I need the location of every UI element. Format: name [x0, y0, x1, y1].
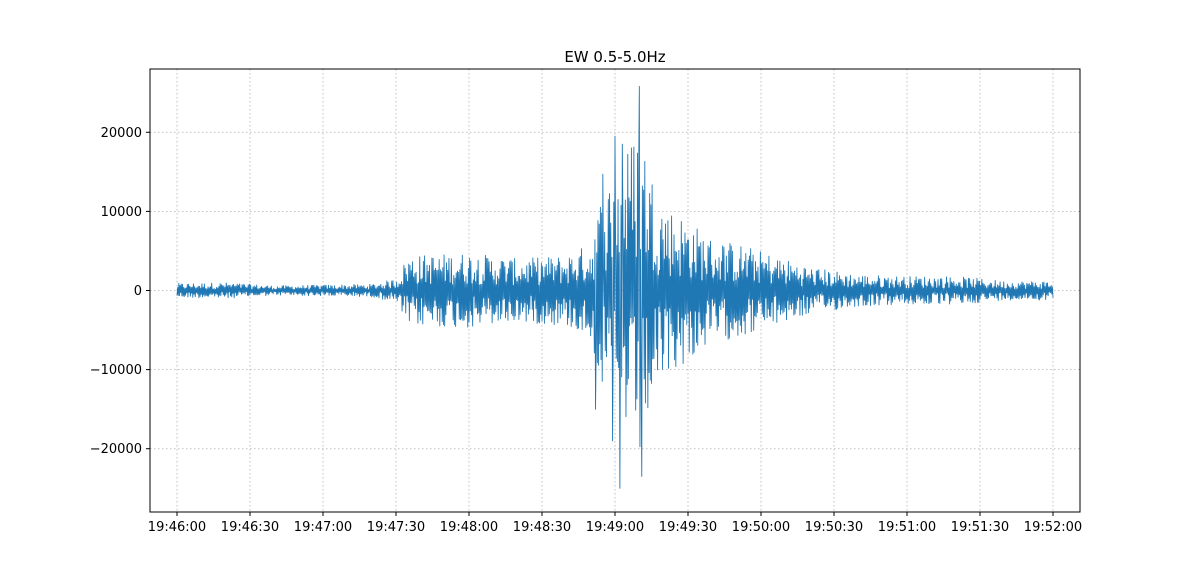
- y-tick-label: 0: [134, 284, 142, 299]
- x-tick-label: 19:46:00: [148, 520, 206, 535]
- trace-layer: [176, 85, 1054, 489]
- y-tick-label: −20000: [90, 442, 142, 457]
- x-tick-label: 19:52:00: [1024, 520, 1082, 535]
- x-tick-label: 19:47:30: [367, 520, 425, 535]
- y-tick-label: 10000: [101, 205, 142, 220]
- y-tick-label: −10000: [90, 363, 142, 378]
- y-tick-label: 20000: [101, 126, 142, 141]
- x-axis: 19:46:00 19:46:30 19:47:00 19:47:30 19:48:00…: [148, 512, 1082, 535]
- x-tick-label: 19:47:00: [294, 520, 352, 535]
- series-line: [176, 85, 1054, 489]
- y-axis: 20000 10000 0 −10000 −20000: [90, 126, 150, 457]
- x-tick-label: 19:46:30: [221, 520, 279, 535]
- x-tick-label: 19:48:00: [440, 520, 498, 535]
- x-tick-label: 19:49:30: [659, 520, 717, 535]
- x-tick-label: 19:48:30: [513, 520, 571, 535]
- x-tick-label: 19:51:30: [951, 520, 1009, 535]
- x-tick-label: 19:49:00: [586, 520, 644, 535]
- x-tick-label: 19:51:00: [878, 520, 936, 535]
- chart-title: EW 0.5-5.0Hz: [564, 48, 665, 66]
- x-tick-label: 19:50:30: [805, 520, 863, 535]
- x-tick-label: 19:50:00: [732, 520, 790, 535]
